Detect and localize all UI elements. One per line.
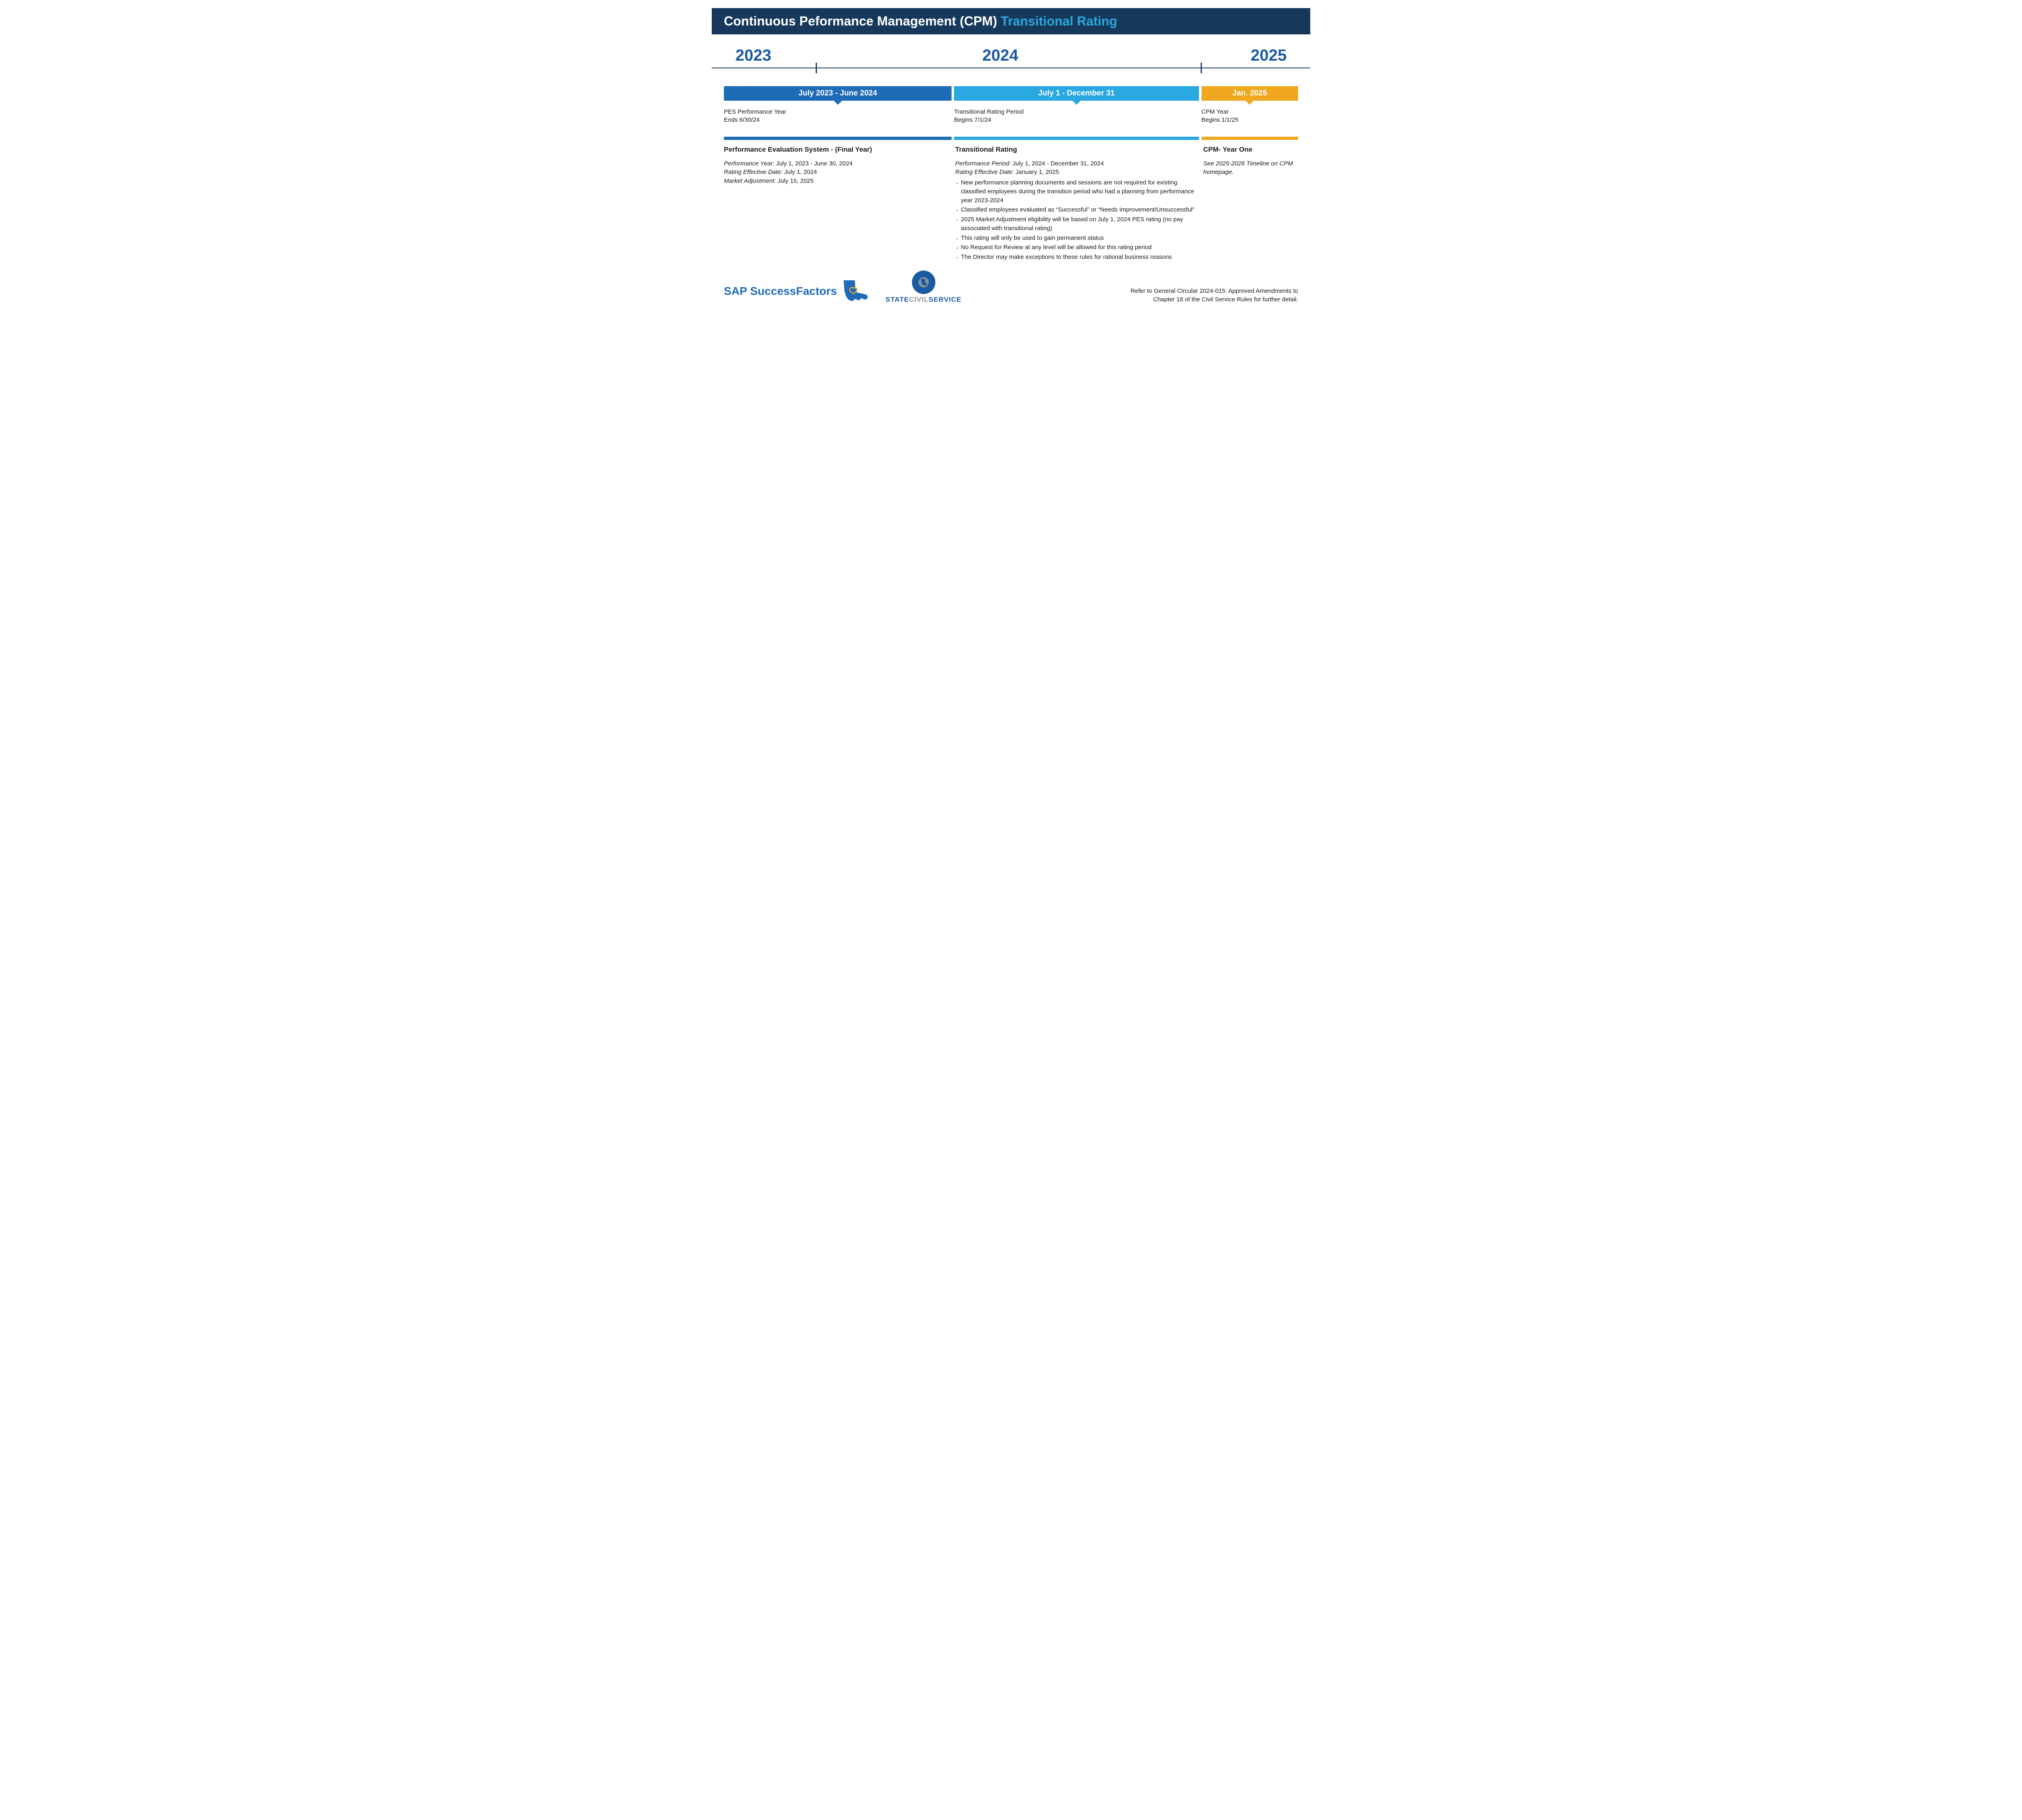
year-2023: 2023 <box>735 47 771 65</box>
state-civil-service-logo: STATECIVILSERVICE <box>886 271 962 304</box>
footer-reference-note: Refer to General Circular 2024-015: Appr… <box>1131 287 1298 304</box>
detail-title: Performance Evaluation System - (Final Y… <box>724 146 947 154</box>
bullet-item: 2025 Market Adjustment eligibility will … <box>955 215 1195 233</box>
note-line: Transitional Rating Period <box>954 108 1199 116</box>
sap-label: SAP SuccessFactors <box>724 285 837 298</box>
detail-bar-row <box>724 137 1298 140</box>
period-label: Jan. 2025 <box>1233 89 1267 97</box>
detail-bar <box>724 137 952 140</box>
detail-title: Transitional Rating <box>955 146 1195 154</box>
period-bar-1: July 2023 - June 2024 <box>724 86 952 101</box>
note-line: PES Performance Year <box>724 108 952 116</box>
meta-line: Performance Year: July 1, 2023 - June 30… <box>724 159 947 168</box>
arrow-down-icon <box>1246 101 1254 105</box>
bullet-item: The Director may make exceptions to thes… <box>955 253 1195 262</box>
bullet-item: New performance planning documents and s… <box>955 178 1195 205</box>
title-main: Continuous Peformance Management (CPM) <box>724 14 1001 28</box>
timeline-tick <box>816 63 817 73</box>
detail-bar <box>954 137 1199 140</box>
period-bar-row: July 2023 - June 2024 July 1 - December … <box>724 86 1298 101</box>
period-note: CPM Year Begins 1/1/25 <box>1201 108 1298 125</box>
sap-successfactors-logo: SAP SuccessFactors <box>724 279 869 304</box>
detail-title: CPM- Year One <box>1203 146 1298 154</box>
title-accent: Transitional Rating <box>1001 14 1117 28</box>
detail-block-row: Performance Evaluation System - (Final Y… <box>724 146 1298 262</box>
title-bar: Continuous Peformance Management (CPM) T… <box>712 8 1310 34</box>
year-2025: 2025 <box>1251 47 1287 65</box>
bullet-list: New performance planning documents and s… <box>955 178 1195 262</box>
detail-block-cpm: CPM- Year One See 2025-2026 Timeline on … <box>1203 146 1298 262</box>
detail-bar <box>1201 137 1298 140</box>
period-label: July 2023 - June 2024 <box>798 89 877 97</box>
arrow-down-icon <box>1072 101 1081 105</box>
footer-note-line: Refer to General Circular 2024-015: Appr… <box>1131 287 1298 295</box>
footer-row: SAP SuccessFactors STATECIVILSERVICE Ref… <box>724 271 1298 304</box>
meta-line: Rating Effective Date: January 1, 2025 <box>955 168 1195 177</box>
louisiana-icon <box>841 279 869 304</box>
period-note: Transitional Rating Period Begins 7/1/24 <box>954 108 1199 125</box>
meta-line: Rating Effective Date: July 1, 2024 <box>724 168 947 177</box>
bullet-item: No Request for Review at any level will … <box>955 243 1195 252</box>
page-title: Continuous Peformance Management (CPM) T… <box>724 14 1298 29</box>
period-label: July 1 - December 31 <box>1038 89 1115 97</box>
note-line: Ends 6/30/24 <box>724 116 952 124</box>
arrow-down-icon <box>834 101 842 105</box>
meta-line: Market Adjustment: July 15, 2025 <box>724 177 947 186</box>
scs-circle-icon <box>912 271 935 294</box>
detail-block-transitional: Transitional Rating Performance Period: … <box>955 146 1195 262</box>
note-line: CPM Year <box>1201 108 1298 116</box>
detail-block-pes: Performance Evaluation System - (Final Y… <box>724 146 947 262</box>
detail-note: See 2025-2026 Timeline on CPM homepage. <box>1203 159 1298 177</box>
footer-note-line: Chapter 18 of the Civil Service Rules fo… <box>1131 295 1298 304</box>
period-note-row: PES Performance Year Ends 6/30/24 Transi… <box>724 108 1298 125</box>
note-line: Begins 7/1/24 <box>954 116 1199 124</box>
bullet-item: This rating will only be used to gain pe… <box>955 234 1195 243</box>
period-bar-2: July 1 - December 31 <box>954 86 1199 101</box>
period-note: PES Performance Year Ends 6/30/24 <box>724 108 952 125</box>
scs-wordmark: STATECIVILSERVICE <box>886 296 962 304</box>
period-bar-3: Jan. 2025 <box>1201 86 1298 101</box>
meta-line: Performance Period: July 1, 2024 - Decem… <box>955 159 1195 168</box>
timeline-axis: 2023 2024 2025 <box>724 47 1298 79</box>
timeline-tick <box>1201 63 1202 73</box>
note-line: Begins 1/1/25 <box>1201 116 1298 124</box>
year-2024: 2024 <box>982 47 1018 65</box>
bullet-item: Classified employees evaluated as “Succe… <box>955 205 1195 214</box>
